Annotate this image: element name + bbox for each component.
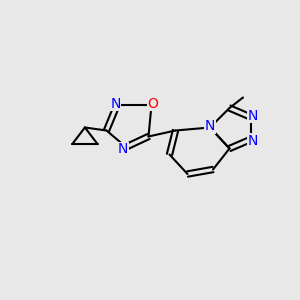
Text: N: N <box>110 97 121 110</box>
Text: N: N <box>205 119 215 133</box>
Text: N: N <box>248 109 258 122</box>
Text: N: N <box>118 142 128 156</box>
Text: N: N <box>248 134 258 148</box>
Text: O: O <box>148 97 158 110</box>
